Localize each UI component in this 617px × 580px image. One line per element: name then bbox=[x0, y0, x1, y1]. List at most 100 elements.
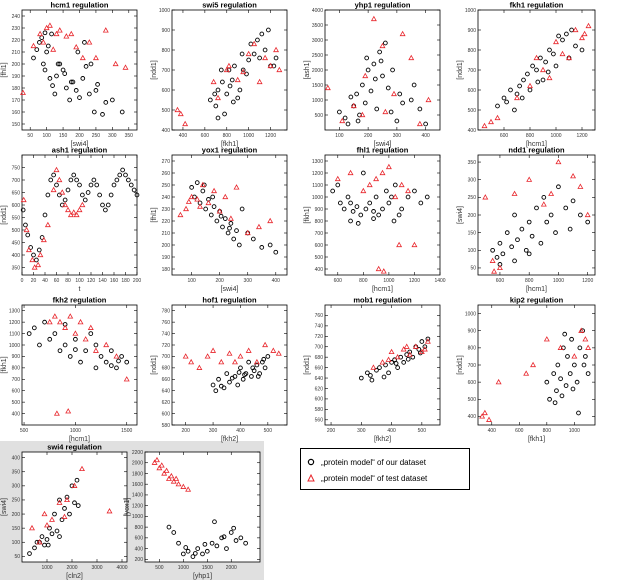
our-dataset-point bbox=[348, 94, 354, 100]
our-dataset-point bbox=[202, 541, 208, 547]
our-dataset-point bbox=[358, 375, 364, 381]
our-dataset-point bbox=[57, 497, 62, 503]
y-tick-label: 400 bbox=[468, 128, 477, 134]
our-dataset-point bbox=[77, 182, 82, 188]
test-dataset-point bbox=[113, 353, 120, 359]
our-dataset-point bbox=[562, 331, 568, 337]
test-dataset-point bbox=[491, 268, 498, 274]
y-tick-label: 160 bbox=[12, 110, 21, 116]
x-tick-label: 800 bbox=[223, 133, 232, 139]
our-dataset-point bbox=[490, 247, 495, 253]
our-dataset-point bbox=[45, 542, 51, 548]
test-dataset-point bbox=[255, 223, 262, 230]
our-dataset-point bbox=[386, 370, 391, 376]
our-dataset-point bbox=[345, 121, 351, 127]
y-tick-label: 1300 bbox=[312, 159, 323, 165]
our-dataset-point bbox=[213, 388, 219, 394]
our-dataset-point bbox=[371, 209, 376, 214]
our-dataset-point bbox=[98, 354, 104, 359]
our-dataset-point bbox=[45, 192, 51, 198]
our-dataset-point bbox=[189, 185, 194, 190]
y-tick-label: 600 bbox=[135, 536, 144, 542]
our-dataset-point bbox=[190, 554, 196, 559]
our-dataset-point bbox=[215, 87, 221, 93]
our-dataset-point bbox=[227, 83, 233, 89]
test-dataset-point bbox=[92, 54, 99, 61]
our-dataset-point bbox=[195, 546, 201, 551]
test-dataset-point bbox=[225, 62, 232, 69]
our-dataset-point bbox=[93, 365, 99, 371]
y-tick-label: 580 bbox=[162, 423, 171, 429]
our-dataset-point bbox=[551, 51, 556, 57]
x-tick-label: 600 bbox=[500, 133, 509, 139]
our-dataset-point bbox=[47, 525, 52, 531]
our-dataset-point bbox=[111, 182, 117, 188]
our-dataset-point bbox=[227, 225, 232, 231]
our-dataset-point bbox=[563, 205, 569, 211]
x-tick-label: 300 bbox=[357, 428, 366, 434]
our-dataset-point bbox=[529, 233, 535, 239]
test-dataset-point bbox=[486, 416, 492, 422]
our-dataset-point bbox=[540, 77, 546, 83]
our-dataset-point bbox=[45, 43, 51, 49]
test-dataset-point bbox=[582, 336, 589, 342]
our-dataset-point bbox=[360, 170, 366, 176]
our-dataset-point bbox=[26, 331, 32, 336]
x-tick-label: 1200 bbox=[409, 278, 420, 284]
y-tick-label: 1800 bbox=[132, 471, 143, 477]
y-tick-label: 800 bbox=[468, 48, 477, 54]
test-dataset-point bbox=[421, 346, 428, 352]
y-tick-label: 600 bbox=[315, 397, 324, 403]
our-dataset-point bbox=[273, 249, 279, 255]
our-dataset-point bbox=[59, 517, 65, 523]
our-dataset-point bbox=[392, 182, 398, 188]
our-dataset-point bbox=[345, 194, 351, 200]
our-dataset-point bbox=[348, 218, 353, 224]
test-dataset-point bbox=[533, 54, 540, 61]
test-dataset-point bbox=[375, 265, 382, 272]
y-tick-label: 2200 bbox=[132, 450, 143, 456]
our-dataset-point bbox=[341, 206, 347, 212]
our-dataset-point bbox=[44, 537, 50, 542]
our-dataset-point bbox=[83, 64, 89, 69]
our-dataset-point bbox=[380, 206, 385, 212]
y-tick-label: 640 bbox=[315, 376, 324, 382]
our-dataset-point bbox=[367, 200, 373, 206]
our-dataset-point bbox=[365, 370, 370, 376]
our-dataset-point bbox=[34, 47, 40, 52]
our-dataset-point bbox=[54, 73, 59, 79]
our-dataset-point bbox=[547, 47, 552, 53]
plot-frame-10 bbox=[324, 304, 441, 426]
test-dataset-point bbox=[20, 89, 26, 95]
test-dataset-point bbox=[425, 96, 432, 103]
chart-title: swi4 regulation bbox=[47, 443, 102, 452]
y-tick-label: 1000 bbox=[9, 343, 20, 349]
chart-title: fkh2 regulation bbox=[53, 296, 107, 305]
test-dataset-point bbox=[183, 205, 190, 212]
our-dataset-point bbox=[103, 207, 108, 213]
our-dataset-point bbox=[47, 336, 53, 342]
our-dataset-point bbox=[41, 61, 46, 67]
our-dataset-point bbox=[369, 377, 375, 383]
test-dataset-point bbox=[226, 350, 233, 356]
x-axis-label: t bbox=[79, 286, 81, 293]
plot-frame-3 bbox=[477, 9, 596, 131]
our-dataset-point bbox=[508, 87, 513, 93]
y-tick-label: 620 bbox=[315, 386, 324, 392]
chart-title: ndd1 regulation bbox=[508, 146, 565, 155]
our-dataset-point bbox=[371, 216, 376, 221]
test-dataset-point bbox=[227, 215, 234, 221]
test-dataset-point bbox=[62, 201, 69, 208]
y-tick-label: 150 bbox=[468, 230, 477, 236]
our-dataset-point bbox=[383, 362, 388, 368]
test-dataset-point bbox=[385, 163, 392, 170]
y-tick-label: 400 bbox=[135, 546, 144, 552]
test-dataset-point bbox=[72, 330, 79, 336]
our-dataset-point bbox=[541, 195, 547, 200]
y-tick-label: 700 bbox=[162, 68, 171, 74]
test-dataset-point bbox=[584, 211, 591, 218]
y-tick-label: 800 bbox=[162, 48, 171, 54]
our-dataset-point bbox=[564, 31, 569, 37]
test-dataset-point bbox=[334, 175, 341, 182]
our-dataset-point bbox=[67, 511, 72, 517]
